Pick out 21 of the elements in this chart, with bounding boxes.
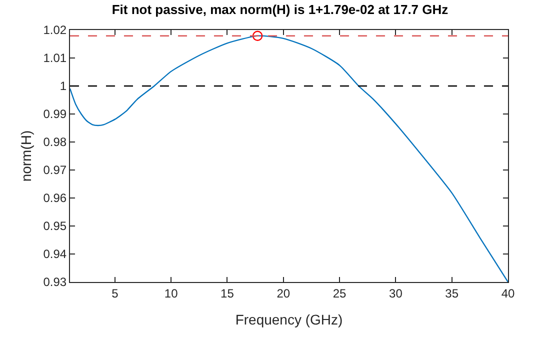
y-tick-label: 0.99 (43, 107, 67, 122)
x-tick-label: 35 (445, 286, 459, 300)
y-tick-label: 1 (60, 79, 67, 94)
y-tick-label: 0.96 (43, 191, 67, 206)
x-tick-label: 20 (276, 286, 290, 300)
x-tick-label: 25 (332, 286, 347, 300)
y-tick-label: 1.01 (43, 51, 67, 66)
y-tick-label: 0.97 (43, 163, 67, 178)
x-axis-title: Frequency (GHz) (235, 312, 343, 328)
y-tick-label: 0.98 (43, 135, 67, 150)
y-tick-label: 0.94 (43, 247, 67, 262)
x-tick-label: 10 (164, 286, 178, 300)
x-tick-label: 15 (220, 286, 234, 300)
x-tick-label: 30 (389, 286, 403, 300)
x-tick-label: 40 (501, 286, 515, 300)
y-tick-label: 0.95 (43, 219, 67, 234)
y-tick-label: 1.02 (43, 23, 67, 38)
y-tick-label: 0.93 (43, 275, 67, 290)
y-axis-title: norm(H) (18, 130, 34, 182)
chart-title: Fit not passive, max norm(H) is 1+1.79e-02 at 17.7 GHz (112, 2, 449, 18)
x-tick-label: 5 (112, 286, 119, 300)
